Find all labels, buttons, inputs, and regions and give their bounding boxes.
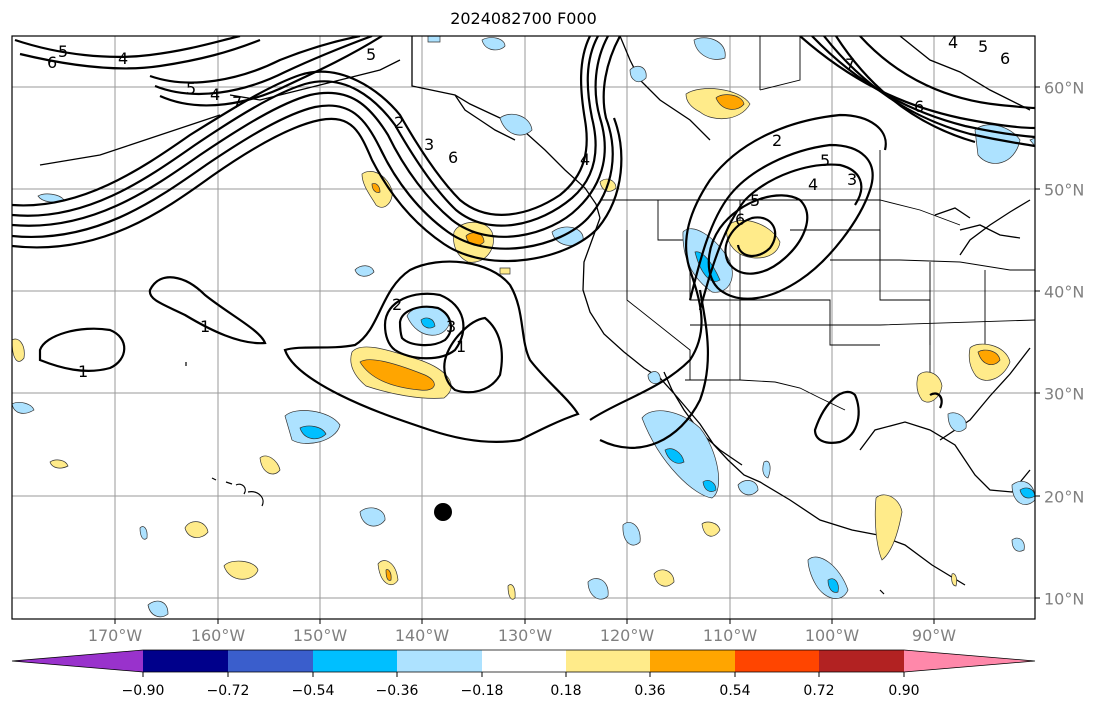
contour-label: 5 (58, 42, 68, 61)
contour-label: 5 (978, 37, 988, 56)
longitude-label: 150°W (292, 626, 348, 645)
colorbar-extend-max (904, 650, 1035, 672)
colorbar-segment (735, 650, 820, 672)
graticule (12, 36, 1035, 619)
contour-label: 6 (448, 148, 458, 167)
colorbar-tick-label: 0.90 (888, 683, 920, 699)
negative-anomalies (12, 36, 1035, 618)
contour-label: 4 (808, 175, 818, 194)
contour-label: 5 (186, 79, 196, 98)
longitude-label: 120°W (599, 626, 655, 645)
contour-label: 6 (1000, 49, 1010, 68)
contour-label: 5 (366, 45, 376, 64)
islands (185, 362, 885, 595)
colorbar-segment (228, 650, 313, 672)
longitude-label: 110°W (702, 626, 758, 645)
contour-label: 6 (735, 210, 745, 229)
contour-label: 2 (394, 113, 404, 132)
contour-label: 2 (772, 131, 782, 150)
latitude-label: 10°N (1044, 589, 1085, 609)
longitude-label: 100°W (804, 626, 860, 645)
latitude-label: 30°N (1044, 384, 1085, 404)
latitude-label: 50°N (1044, 180, 1085, 200)
axis-ticks (114, 86, 1040, 624)
contour-label: 6 (914, 97, 924, 116)
contour-label: 3 (446, 317, 456, 336)
colorbar-segment (397, 650, 482, 672)
longitude-label: 90°W (911, 626, 957, 645)
contour-label: 7 (845, 55, 855, 74)
colorbar (11, 649, 1036, 677)
contour-label: 2 (392, 295, 402, 314)
colorbar-tick-label: −0.36 (375, 683, 419, 699)
latitude-label: 40°N (1044, 282, 1085, 302)
longitude-label: 140°W (394, 626, 450, 645)
contour-labels: 5 6 4 5 4 7 5 2 3 6 4 2 5 4 3 6 5 6 7 4 (47, 33, 1010, 381)
colorbar-segment (650, 650, 735, 672)
contour-label: 5 (820, 151, 830, 170)
map-frame (11, 35, 1036, 620)
colorbar-extend-min (12, 650, 143, 672)
colorbar-tick-label: −0.72 (206, 683, 250, 699)
latitude-label: 20°N (1044, 487, 1085, 507)
contour-label: 3 (424, 135, 434, 154)
contour-label: 4 (948, 33, 958, 52)
contour-label: 7 (232, 93, 242, 112)
colorbar-tick-label: 0.72 (803, 683, 835, 699)
colorbar-tick-label: 0.18 (550, 683, 582, 699)
colorbar-tick-label: −0.54 (291, 683, 335, 699)
contour-label: 1 (200, 317, 210, 336)
contour-label: 6 (47, 53, 57, 72)
colorbar-tick-label: −0.18 (460, 683, 504, 699)
colorbar-tick-label: −0.90 (121, 683, 165, 699)
colorbar-segment (819, 650, 904, 672)
contours (12, 36, 1035, 449)
contour-label: 4 (210, 85, 220, 104)
longitude-label: 160°W (190, 626, 246, 645)
colorbar-segment (313, 650, 398, 672)
contour-label: 1 (78, 362, 88, 381)
contour-label: 1 (456, 337, 466, 356)
contour-label: 4 (118, 49, 128, 68)
latitude-label: 60°N (1044, 78, 1085, 98)
colorbar-segment (482, 650, 567, 672)
contour-label: 3 (847, 170, 857, 189)
longitude-label: 170°W (87, 626, 143, 645)
colorbar-segment (566, 650, 651, 672)
contour-label: 4 (580, 150, 590, 169)
colorbar-tick-label: 0.54 (719, 683, 751, 699)
colorbar-tick-label: 0.36 (634, 683, 666, 699)
storm-position-marker (434, 503, 452, 521)
positive-anomalies (12, 88, 1011, 600)
colorbar-segment (143, 650, 228, 672)
contour-label: 5 (750, 191, 760, 210)
longitude-label: 130°W (497, 626, 553, 645)
figure-title: 2024082700 F000 (450, 9, 597, 28)
